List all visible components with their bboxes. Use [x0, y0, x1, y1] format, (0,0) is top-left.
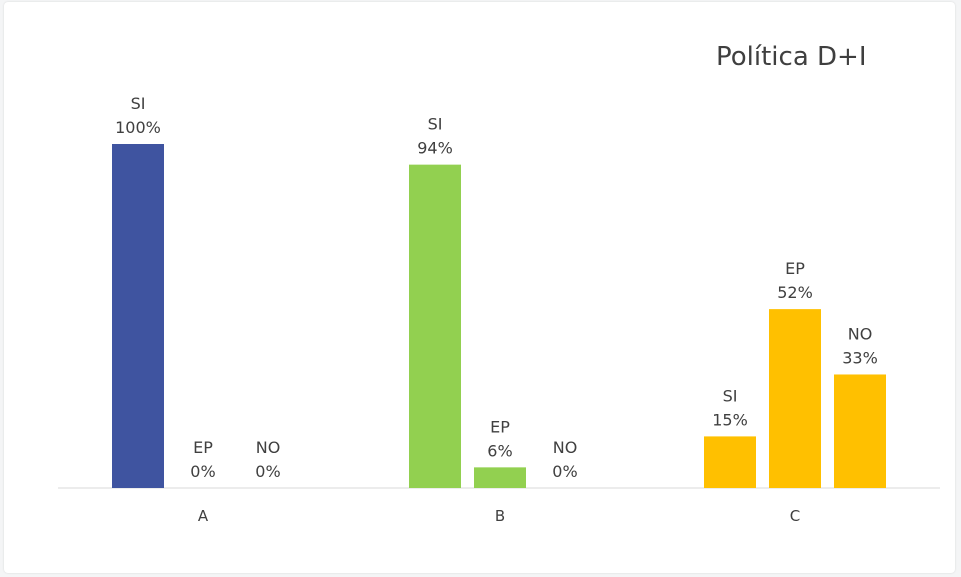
- chart-title: Política D+I: [716, 42, 867, 72]
- bar-label-b-si: SI: [428, 115, 443, 134]
- bar-label-a-si: SI: [131, 94, 146, 113]
- bar-a-si: [112, 144, 164, 488]
- bar-c-no: [834, 374, 886, 488]
- bar-label-b-no: NO: [553, 438, 578, 457]
- value-label-c-si: 15%: [712, 410, 748, 429]
- value-label-b-no: 0%: [552, 462, 577, 481]
- bar-label-a-no: NO: [256, 438, 281, 457]
- bar-b-ep: [474, 467, 526, 488]
- bar-c-si: [704, 436, 756, 488]
- value-label-c-ep: 52%: [777, 283, 813, 302]
- value-label-b-ep: 6%: [487, 441, 512, 460]
- bar-label-c-ep: EP: [785, 259, 805, 278]
- category-label-b: B: [495, 507, 505, 525]
- bar-b-si: [409, 164, 461, 488]
- category-label-c: C: [790, 507, 800, 525]
- value-label-c-no: 33%: [842, 348, 878, 367]
- category-label-a: A: [198, 507, 209, 525]
- value-label-a-si: 100%: [115, 118, 161, 137]
- bar-label-a-ep: EP: [193, 438, 213, 457]
- value-label-a-ep: 0%: [190, 462, 215, 481]
- value-label-a-no: 0%: [255, 462, 280, 481]
- value-label-b-si: 94%: [417, 139, 453, 158]
- bar-label-b-ep: EP: [490, 417, 510, 436]
- bar-label-c-si: SI: [723, 386, 738, 405]
- bar-label-c-no: NO: [848, 324, 873, 343]
- bar-c-ep: [769, 309, 821, 488]
